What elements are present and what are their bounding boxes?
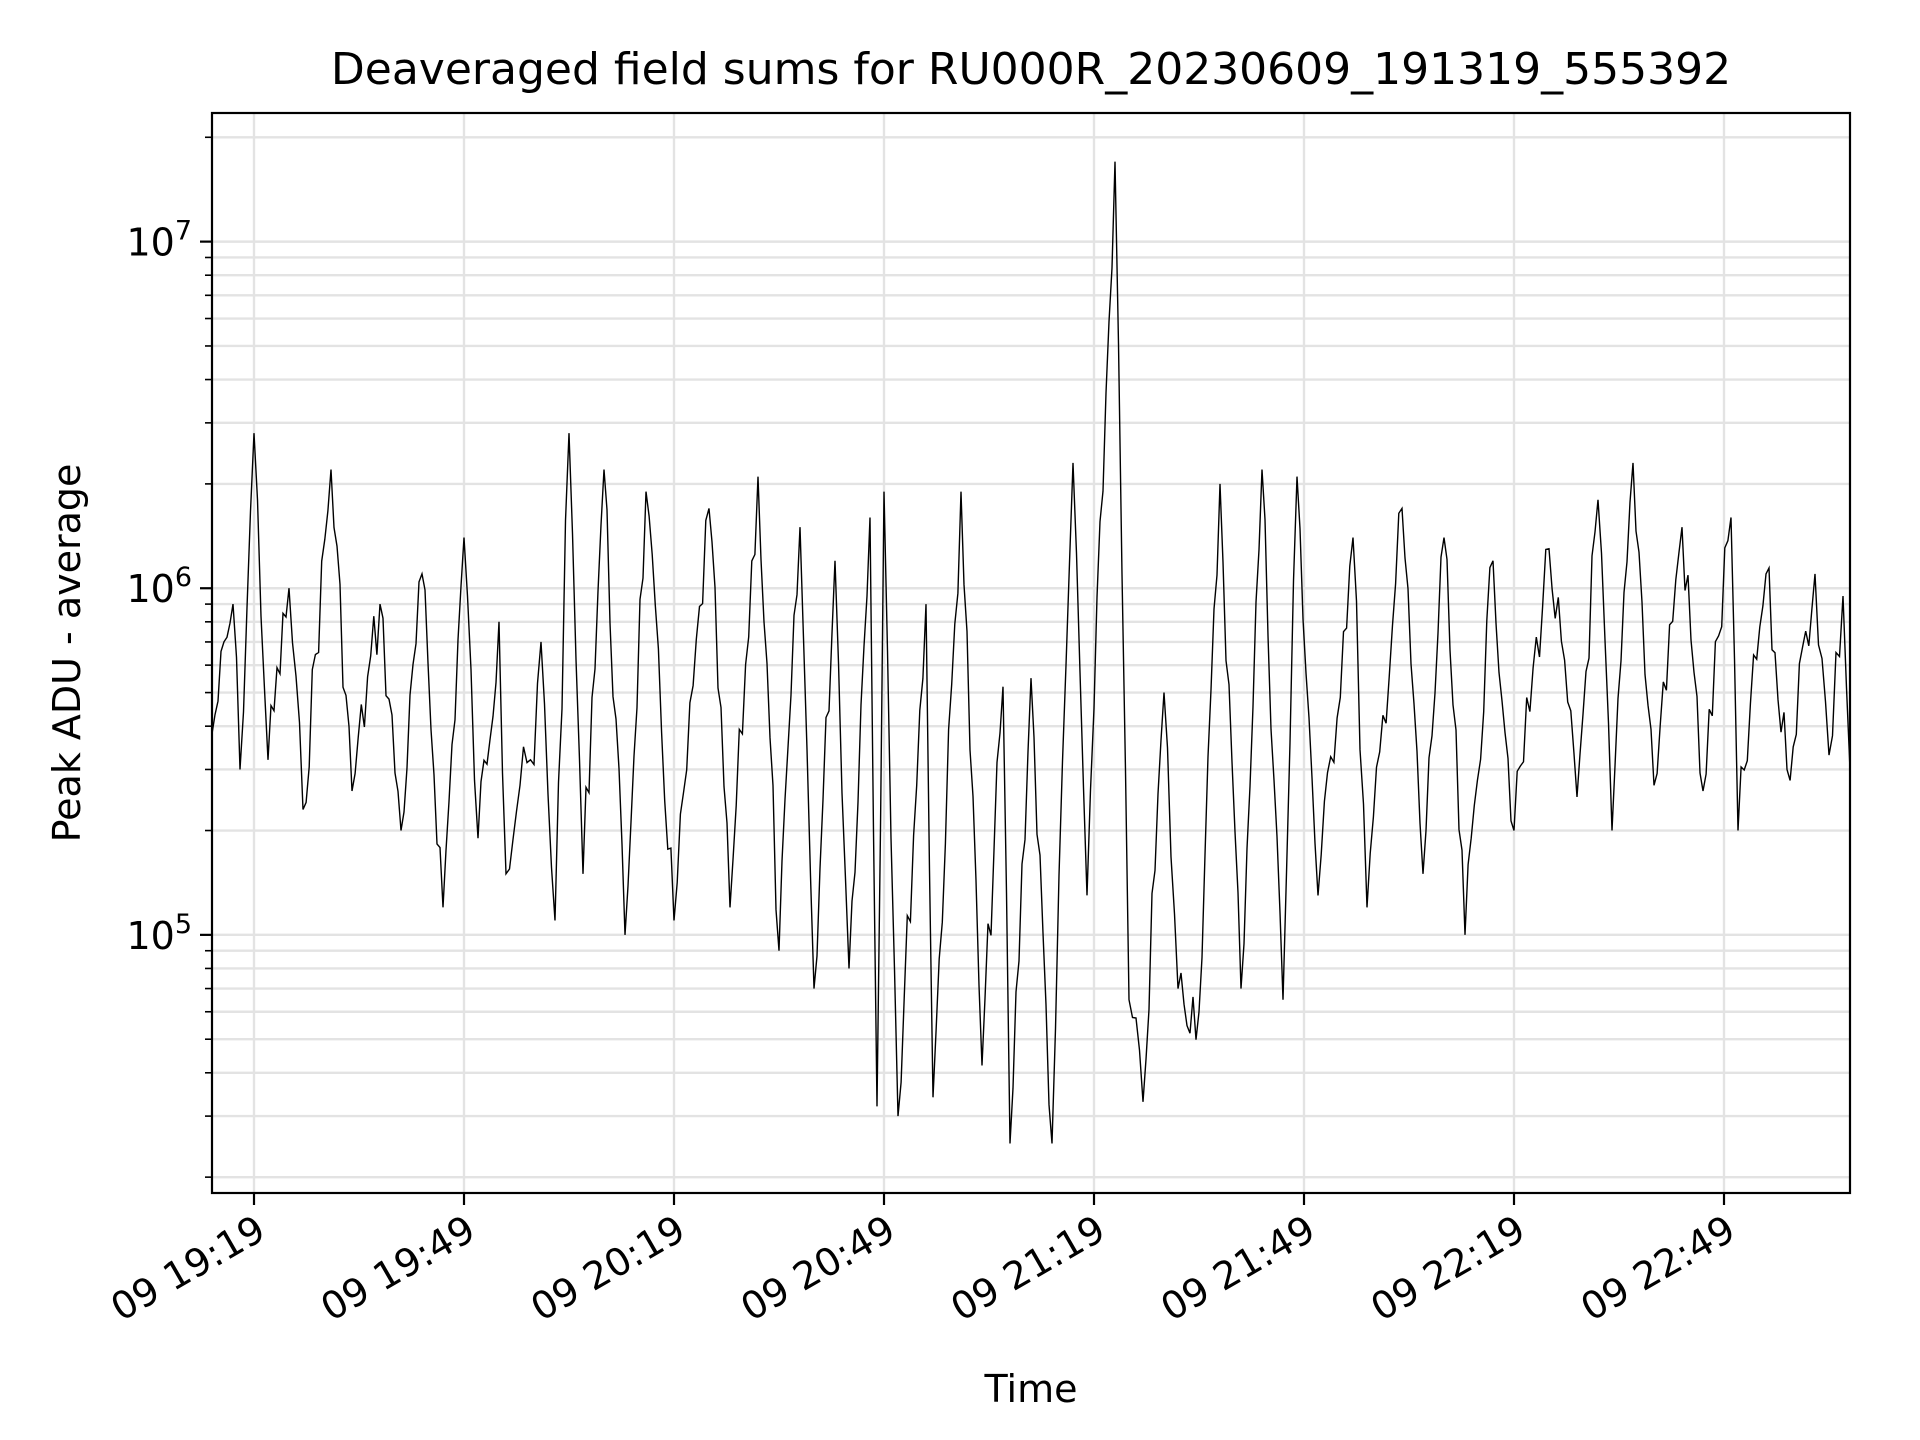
chart-title: Deaveraged field sums for RU000R_2023060… bbox=[331, 44, 1731, 95]
tick-marks bbox=[200, 136, 1726, 1205]
y-tick-label: 106 bbox=[126, 562, 192, 611]
plot-frame bbox=[210, 111, 1852, 1195]
y-tick-label: 105 bbox=[126, 909, 192, 958]
series-layer bbox=[211, 161, 1851, 1144]
series-line bbox=[211, 161, 1851, 1144]
y-tick-label: 107 bbox=[126, 216, 192, 265]
y-axis-label: Peak ADU - average bbox=[45, 464, 89, 843]
x-axis-label: Time bbox=[984, 1367, 1078, 1411]
